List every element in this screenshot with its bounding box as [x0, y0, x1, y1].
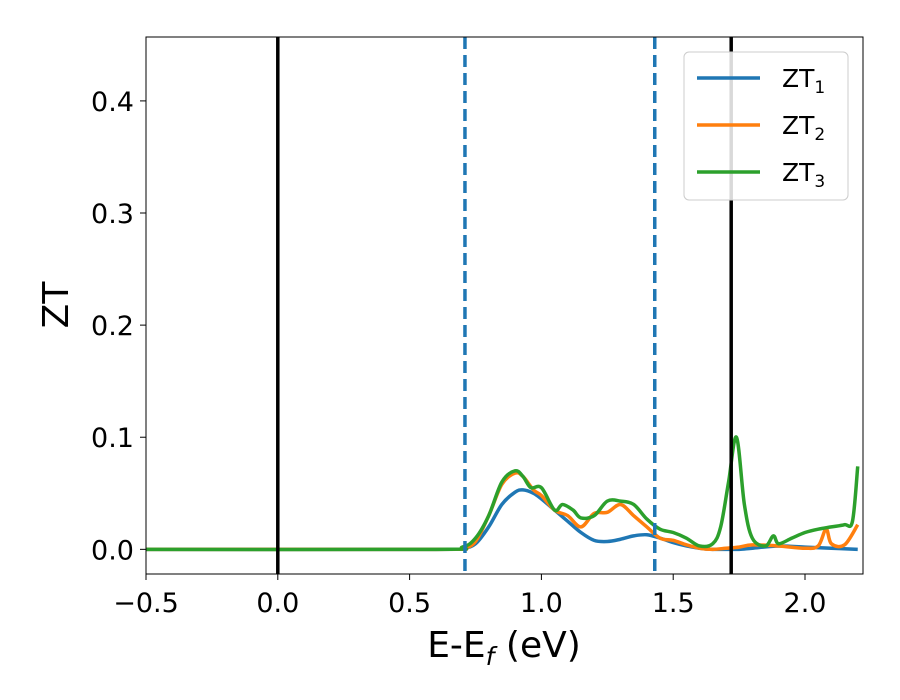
- x-axis-title: E-Ef (eV): [427, 625, 581, 671]
- y-axis-title: ZT: [36, 281, 77, 329]
- x-tick-label: 1.5: [652, 588, 695, 619]
- vertical-markers: [276, 37, 733, 574]
- x-axis-title-unit: (eV): [494, 625, 580, 666]
- x-tick-label: 0.5: [388, 588, 431, 619]
- y-tick-label: 0.4: [91, 87, 134, 118]
- y-tick-label: 0.2: [91, 311, 134, 342]
- legend-label-zt3: ZT3: [782, 158, 825, 192]
- x-tick-label: 2.0: [784, 588, 827, 619]
- x-axis-ticks: −0.5 0.0 0.5 1.0 1.5 2.0: [113, 574, 826, 619]
- legend-label-zt1: ZT1: [782, 64, 825, 98]
- plot-frame: [145, 36, 864, 575]
- x-axis-title-main: E-E: [427, 625, 485, 666]
- series-line-zt1: [146, 488, 858, 552]
- x-tick-label: 0.0: [256, 588, 299, 619]
- series-line-zt3: [146, 435, 860, 552]
- x-tick-label: −0.5: [113, 588, 179, 619]
- x-tick-label: 1.0: [520, 588, 563, 619]
- plot-lines: [146, 435, 860, 552]
- y-tick-label: 0.1: [91, 423, 134, 454]
- y-tick-label: 0.3: [91, 199, 134, 230]
- legend: ZT1 ZT2 ZT3: [683, 51, 849, 201]
- y-axis-ticks: 0.0 0.1 0.2 0.3 0.4: [91, 87, 146, 566]
- y-tick-label: 0.0: [91, 535, 134, 566]
- legend-label-zt2: ZT2: [782, 111, 825, 145]
- legend-box: [683, 51, 849, 201]
